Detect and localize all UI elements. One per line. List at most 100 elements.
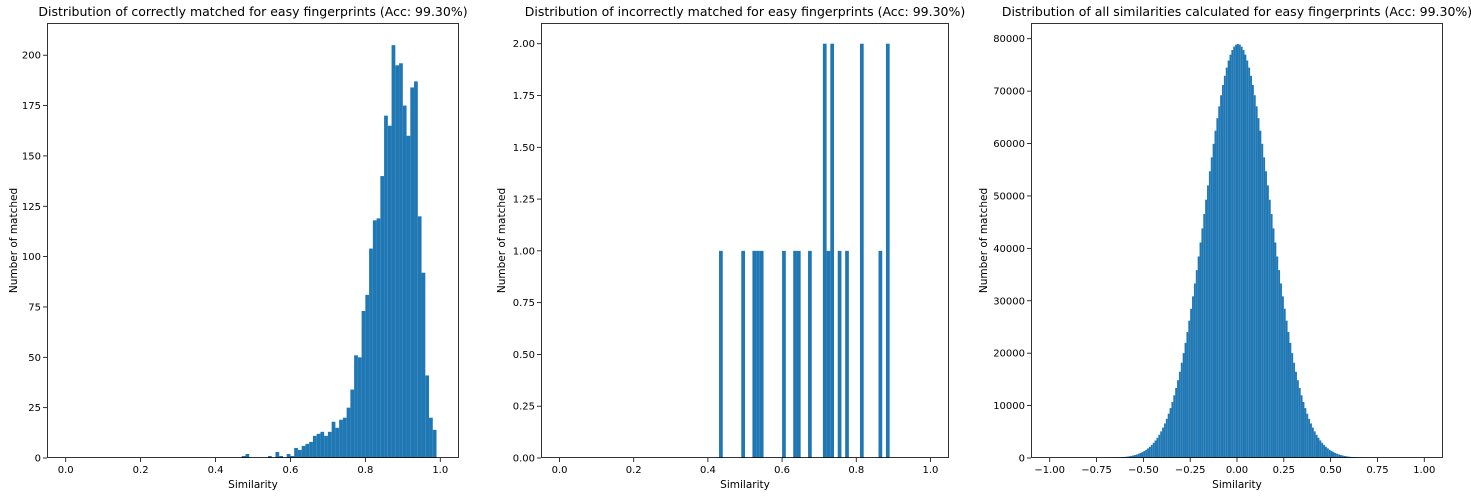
histogram-bar [1319, 440, 1322, 458]
y-tick-label: 1.75 [513, 91, 535, 102]
histogram-bar [267, 455, 272, 458]
histogram-bar [305, 443, 310, 458]
x-tick-label: 0.2 [626, 465, 642, 476]
histogram-bar [1338, 454, 1340, 458]
y-tick-label: 2.00 [513, 39, 535, 50]
histogram-bar [350, 389, 355, 458]
histogram-bar [1296, 380, 1299, 458]
histogram-bar [1285, 320, 1288, 458]
bars [719, 43, 890, 459]
histogram-bar [391, 45, 396, 459]
x-tick-label: −0.75 [1081, 465, 1112, 476]
y-tick-label: 1.00 [513, 246, 535, 257]
histogram-bar [1212, 143, 1215, 459]
histogram-bar [1233, 46, 1236, 458]
y-tick-label: 1.50 [513, 143, 535, 154]
x-axis-label: Similarity [228, 479, 278, 491]
y-tick-label: 70000 [993, 87, 1025, 98]
histogram-bar [384, 115, 388, 458]
histogram-bar [1248, 67, 1251, 458]
histogram-bar [1165, 418, 1168, 458]
histogram-bar [1180, 362, 1183, 458]
histogram-bar [327, 431, 332, 458]
y-tick-label: 50000 [993, 191, 1025, 202]
histogram-bar [878, 250, 883, 458]
histogram-bar [402, 105, 407, 458]
histogram-bar [1293, 362, 1296, 458]
histogram-bar [1289, 342, 1292, 458]
histogram-bar [286, 453, 291, 458]
histogram-bar [279, 455, 283, 458]
histogram-bar [1306, 413, 1309, 458]
x-tick-label: 0.0 [58, 465, 74, 476]
histogram-bar [1311, 427, 1314, 458]
histogram-bar [1178, 371, 1181, 458]
histogram-bar [1287, 332, 1290, 458]
histogram-bar [1225, 67, 1228, 458]
histogram-bar [1132, 455, 1134, 458]
histogram-bar [369, 248, 373, 458]
histogram-bar [826, 250, 831, 458]
histogram-bar [1240, 46, 1243, 458]
histogram-bar [1274, 242, 1277, 458]
histogram-bar [301, 445, 306, 458]
histogram-bar [1313, 431, 1316, 458]
histogram-bar [1186, 332, 1189, 458]
histogram-bar [741, 250, 745, 458]
y-tick-label: 30000 [993, 296, 1025, 307]
histogram-bar [1210, 157, 1213, 458]
y-tick-label: 200 [22, 51, 41, 62]
histogram-bar [354, 355, 358, 458]
histogram-bar [342, 417, 347, 458]
histogram-bar [1334, 452, 1337, 458]
histogram-bar [1291, 353, 1294, 458]
histogram-bar [1223, 75, 1226, 459]
histogram-bar [1283, 308, 1286, 458]
bars [1096, 43, 1399, 459]
histogram-bar [294, 447, 298, 458]
histogram-bar [1317, 437, 1320, 458]
histogram-bar [1214, 130, 1217, 458]
histogram-bar [796, 250, 801, 458]
histogram-bar [1259, 130, 1262, 458]
histogram-bar [1199, 242, 1202, 458]
histogram-bar [1270, 214, 1273, 458]
histogram-bar [885, 43, 890, 459]
histogram-bar [1280, 283, 1282, 458]
y-tick-label: 0.25 [513, 402, 535, 413]
x-tick-label: 0.50 [1320, 465, 1342, 476]
x-tick-label: 0.75 [1366, 465, 1388, 476]
histogram-bar [1231, 50, 1234, 458]
y-tick-label: 10000 [993, 401, 1025, 412]
chart-title: Distribution of all similarities calcula… [1002, 4, 1471, 19]
histogram-bar [1143, 451, 1146, 458]
histogram-bar [1278, 270, 1281, 458]
histogram-bar [793, 250, 797, 458]
histogram-bar [1343, 455, 1346, 458]
histogram-bar [1139, 452, 1142, 458]
histogram-bar [297, 449, 302, 458]
histogram-bar [1195, 270, 1198, 458]
y-tick-label: 0.75 [513, 298, 535, 309]
histogram-bar [1263, 157, 1266, 458]
histogram-bar [1266, 185, 1269, 458]
histogram-bar [1295, 371, 1297, 458]
histogram-bar [1235, 44, 1237, 458]
y-tick-label: 25 [28, 403, 41, 414]
histogram-bar [316, 433, 321, 458]
histogram-bar [1328, 449, 1331, 458]
histogram-bar [339, 419, 343, 458]
histogram-bar [1201, 228, 1204, 458]
x-tick-label: 0.4 [700, 465, 716, 476]
histogram-bar [1250, 75, 1252, 459]
histogram-bar [1141, 452, 1144, 458]
histogram-bar [1238, 44, 1241, 458]
y-tick-label: 80000 [993, 34, 1025, 45]
histogram-bar [275, 451, 280, 458]
axes-frame [1031, 23, 1443, 458]
y-tick-label: 1.25 [513, 195, 535, 206]
histogram-bar [1182, 353, 1185, 458]
histogram-bar [1220, 95, 1223, 458]
histogram-bar [406, 135, 411, 458]
